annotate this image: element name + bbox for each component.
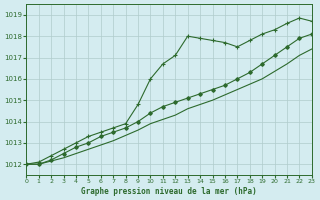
X-axis label: Graphe pression niveau de la mer (hPa): Graphe pression niveau de la mer (hPa)	[81, 187, 257, 196]
